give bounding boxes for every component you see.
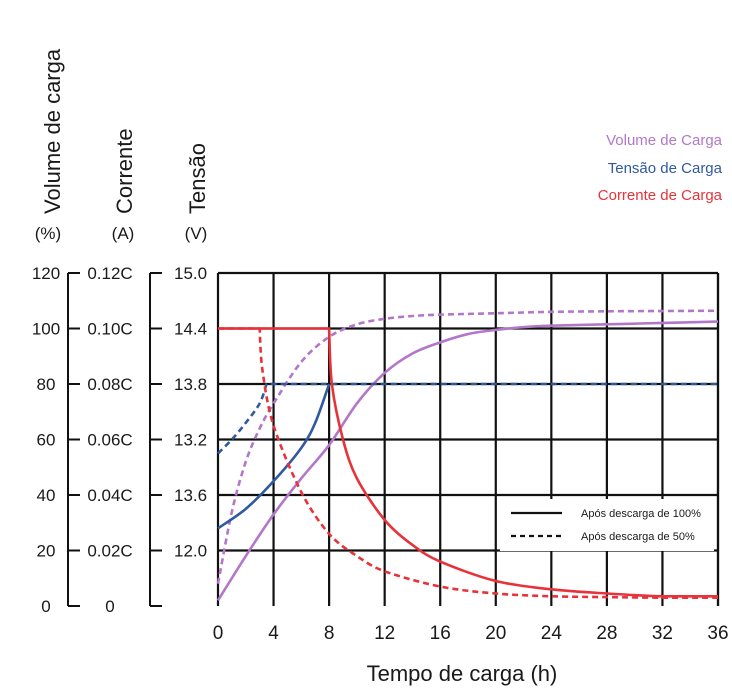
y-tick-label-volume: 120 <box>32 264 60 283</box>
y-axis-unit-volume: (%) <box>35 224 61 243</box>
x-tick-label: 8 <box>324 623 335 644</box>
y-tick-label-current: 0.02C <box>87 542 132 561</box>
y-tick-label-current: 0.04C <box>87 486 132 505</box>
y-tick-label-current: 0.08C <box>87 375 132 394</box>
y-tick-label-current: 0.10C <box>87 320 132 339</box>
y-tick-label-volume: 20 <box>37 542 56 561</box>
x-tick-label: 36 <box>707 623 728 644</box>
y-tick-label-current: 0 <box>105 597 114 616</box>
series-group <box>218 311 718 601</box>
inner-legend-box <box>500 499 714 551</box>
x-tick-label: 0 <box>213 623 224 644</box>
x-axis-title: Tempo de carga (h) <box>367 661 558 686</box>
y-tick-label-voltage: 13.6 <box>174 486 207 505</box>
y-tick-label-voltage: 14.4 <box>174 320 207 339</box>
series-line-voltage-50pct <box>218 384 718 453</box>
y-ticks-volume: 120 100 80 60 40 20 0 <box>32 264 80 616</box>
y-tick-label-current: 0.12C <box>87 264 132 283</box>
y-axis-title-current: Corrente <box>112 128 137 214</box>
series-line-current-50pct <box>218 329 718 598</box>
y-axis-title-voltage: Tensão <box>185 143 210 214</box>
x-tick-label: 20 <box>485 623 506 644</box>
y-tick-label-volume: 40 <box>37 486 56 505</box>
x-tick-label: 16 <box>430 623 451 644</box>
y-tick-label-voltage: 13.8 <box>174 375 207 394</box>
y-tick-label-volume: 100 <box>32 320 60 339</box>
series-line-current-100pct <box>218 329 718 597</box>
y-axis-title-volume: Volume de carga <box>40 48 65 214</box>
legend-current-label: Corrente de Carga <box>598 187 723 204</box>
y-tick-label-current: 0.06C <box>87 431 132 450</box>
series-line-volume-100pct <box>218 322 718 601</box>
x-tick-label: 32 <box>652 623 673 644</box>
y-tick-label-voltage: 12.0 <box>174 542 207 561</box>
y-tick-label-voltage: 15.0 <box>174 264 207 283</box>
y-tick-label-voltage: 13.2 <box>174 431 207 450</box>
x-tick-label: 4 <box>268 623 279 644</box>
y-tick-label-volume: 80 <box>37 375 56 394</box>
y-axis-unit-current: (A) <box>112 224 135 243</box>
x-tick-label: 24 <box>541 623 563 644</box>
y-tick-label-volume: 60 <box>37 431 56 450</box>
x-tick-label: 28 <box>596 623 617 644</box>
y-ticks-voltage: 15.0 14.4 13.8 13.2 13.6 12.0 <box>174 264 207 561</box>
x-tick-label: 12 <box>374 623 395 644</box>
inner-legend-solid-label: Após descarga de 100% <box>581 508 701 520</box>
y-axis-unit-voltage: (V) <box>185 224 208 243</box>
y-tick-label-volume: 0 <box>41 597 50 616</box>
inner-legend-dashed-label: Após descarga de 50% <box>581 531 695 543</box>
x-ticks: 0 4 8 12 16 20 24 28 32 36 <box>213 623 729 644</box>
legend-volume-label: Volume de Carga <box>606 132 723 149</box>
legend-voltage-label: Tensão de Carga <box>608 160 723 177</box>
